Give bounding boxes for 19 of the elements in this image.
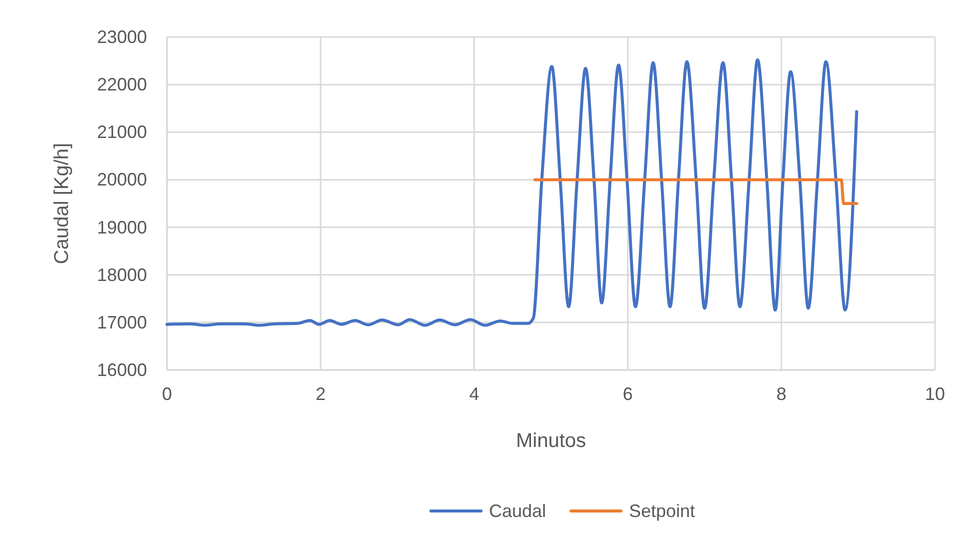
y-tick-label: 16000: [96, 360, 147, 380]
line-series: [166, 58, 858, 327]
x-tick-label: 2: [316, 384, 326, 404]
y-axis-title: Caudal [Kg/h]: [51, 142, 73, 264]
y-tick-label: 21000: [96, 122, 147, 142]
legend-label: Caudal: [489, 501, 546, 521]
x-tick-label: 6: [622, 384, 633, 404]
x-tick-label: 10: [924, 384, 946, 404]
y-tick-label: 23000: [96, 27, 147, 47]
x-tick-label: 8: [776, 384, 786, 404]
x-tick-label: 4: [469, 384, 480, 404]
y-tick-label: 20000: [96, 170, 147, 190]
y-tick-label: 17000: [96, 312, 147, 332]
y-tick-label: 22000: [96, 74, 147, 95]
y-tick-label: 19000: [96, 217, 147, 238]
legend-label: Setpoint: [629, 501, 696, 521]
y-tick-label: 18000: [96, 264, 147, 285]
x-tick-label: 0: [162, 384, 172, 404]
x-axis-title: Minutos: [516, 430, 586, 452]
